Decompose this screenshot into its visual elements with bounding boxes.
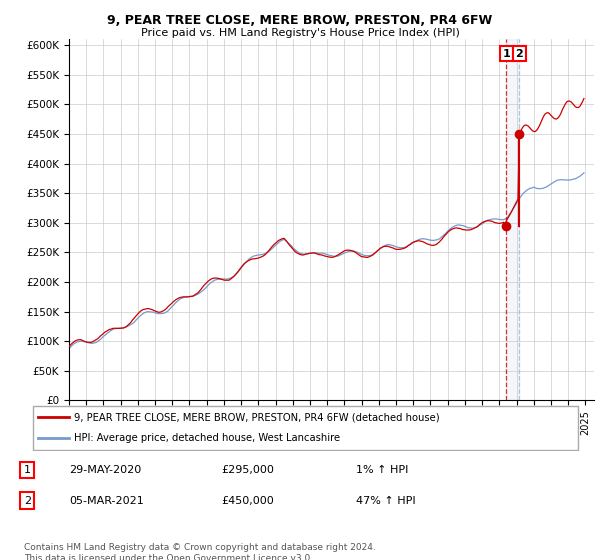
- Text: 05-MAR-2021: 05-MAR-2021: [69, 496, 143, 506]
- FancyBboxPatch shape: [33, 406, 578, 450]
- Text: 9, PEAR TREE CLOSE, MERE BROW, PRESTON, PR4 6FW: 9, PEAR TREE CLOSE, MERE BROW, PRESTON, …: [107, 14, 493, 27]
- Text: 1: 1: [23, 465, 31, 475]
- Text: HPI: Average price, detached house, West Lancashire: HPI: Average price, detached house, West…: [74, 433, 340, 444]
- Text: 9, PEAR TREE CLOSE, MERE BROW, PRESTON, PR4 6FW (detached house): 9, PEAR TREE CLOSE, MERE BROW, PRESTON, …: [74, 412, 440, 422]
- Bar: [506, 39, 520, 400]
- Text: 1% ↑ HPI: 1% ↑ HPI: [356, 465, 409, 475]
- Text: 29-MAY-2020: 29-MAY-2020: [69, 465, 141, 475]
- Text: Price paid vs. HM Land Registry's House Price Index (HPI): Price paid vs. HM Land Registry's House …: [140, 28, 460, 38]
- Text: 2: 2: [515, 49, 523, 59]
- Text: £450,000: £450,000: [221, 496, 274, 506]
- Text: £295,000: £295,000: [221, 465, 274, 475]
- Text: 47% ↑ HPI: 47% ↑ HPI: [356, 496, 416, 506]
- Text: Contains HM Land Registry data © Crown copyright and database right 2024.
This d: Contains HM Land Registry data © Crown c…: [24, 543, 376, 560]
- Text: 2: 2: [23, 496, 31, 506]
- Text: 1: 1: [503, 49, 510, 59]
